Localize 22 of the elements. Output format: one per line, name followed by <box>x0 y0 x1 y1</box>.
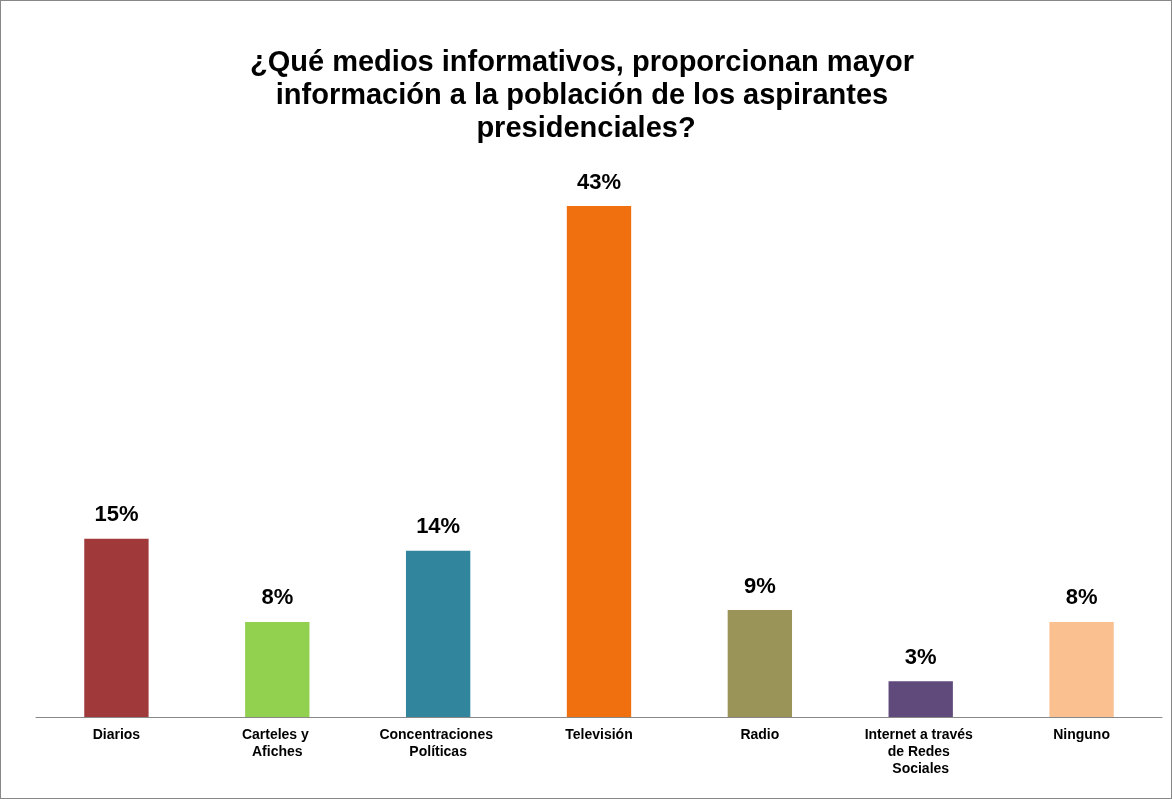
x-tick-label: Diarios <box>92 725 141 742</box>
data-label: 14% <box>416 513 461 539</box>
data-label: 8% <box>1065 584 1098 610</box>
bar <box>245 621 310 717</box>
data-label: 3% <box>904 643 937 669</box>
x-tick-label: Radio <box>740 725 780 742</box>
data-label: 9% <box>743 572 776 598</box>
x-tick-label: Internet a través de Redes Sociales <box>864 725 977 776</box>
x-tick-label: Televisión <box>565 725 633 742</box>
bar <box>405 550 471 717</box>
bar <box>888 681 953 717</box>
bar <box>1049 621 1114 717</box>
x-tick-label: Concentraciones Políticas <box>379 725 497 759</box>
data-label: 8% <box>261 584 294 610</box>
x-tick-label: Carteles y Afiches <box>241 725 313 759</box>
bar <box>727 610 793 717</box>
bar <box>84 538 149 717</box>
chart-title: ¿Qué medios informativos, proporcionan mayor información a la población de los aspirantes presidenciales? <box>250 44 922 143</box>
bar <box>566 206 632 717</box>
data-label: 43% <box>576 168 622 194</box>
x-tick-label: Ninguno <box>1053 725 1110 742</box>
data-label: 15% <box>94 501 139 527</box>
